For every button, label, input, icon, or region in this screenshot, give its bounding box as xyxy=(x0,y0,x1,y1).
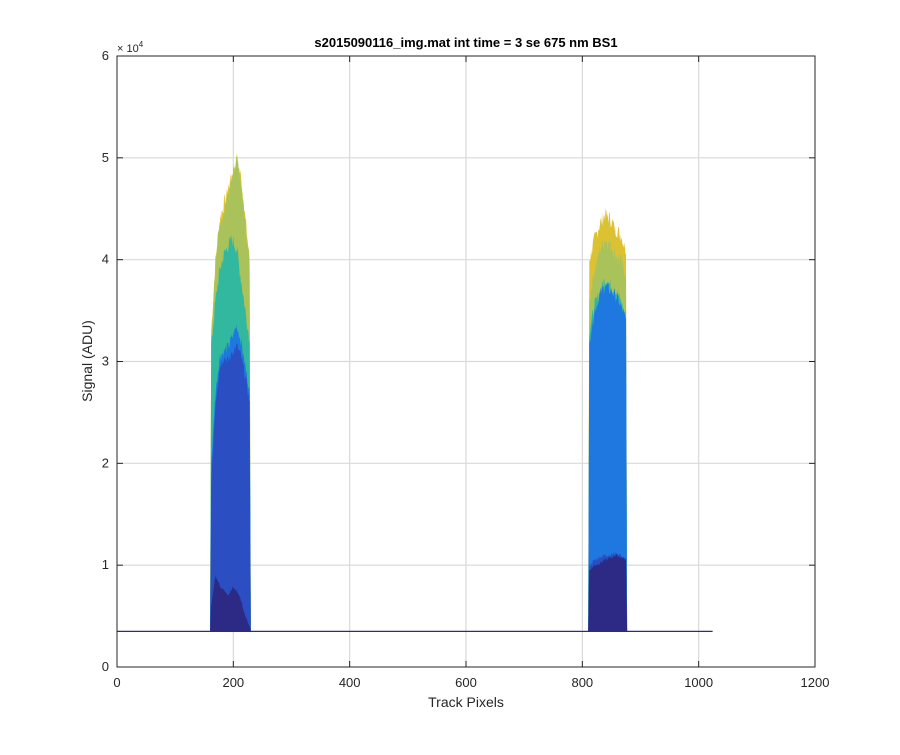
axis-ticks: 0 200 400 600 800 1000 1200 0 1 2 3 4 5 6 xyxy=(102,48,830,690)
series-6-peak-2 xyxy=(588,553,628,632)
y-exponent-label: × 104 xyxy=(117,40,144,55)
y-tick-label: 3 xyxy=(102,354,109,369)
series-6-peak-1 xyxy=(210,575,251,632)
x-axis-label: Track Pixels xyxy=(428,694,504,710)
y-tick-label: 2 xyxy=(102,455,109,470)
x-tick-label: 1200 xyxy=(801,675,830,690)
y-exponent-base: × 10 xyxy=(117,43,139,55)
x-tick-label: 1000 xyxy=(684,675,713,690)
x-tick-label: 600 xyxy=(455,675,477,690)
y-tick-label: 0 xyxy=(102,659,109,674)
y-tick-label: 1 xyxy=(102,557,109,572)
x-tick-label: 400 xyxy=(339,675,361,690)
x-tick-label: 800 xyxy=(571,675,593,690)
y-axis-label: Signal (ADU) xyxy=(79,320,95,402)
y-tick-label: 4 xyxy=(102,252,109,267)
y-tick-label: 6 xyxy=(102,48,109,63)
plot-frame xyxy=(116,55,816,668)
x-tick-label: 0 xyxy=(113,675,120,690)
series-4-peak-2 xyxy=(588,281,628,632)
y-tick-label: 5 xyxy=(102,150,109,165)
chart-title: s2015090116_img.mat int time = 3 se 675 … xyxy=(314,35,617,50)
series-5-peak-1 xyxy=(210,343,251,632)
series-6 xyxy=(210,553,628,632)
series-layer xyxy=(117,152,713,632)
y-exponent-power: 4 xyxy=(139,40,144,49)
x-tick-label: 200 xyxy=(222,675,244,690)
